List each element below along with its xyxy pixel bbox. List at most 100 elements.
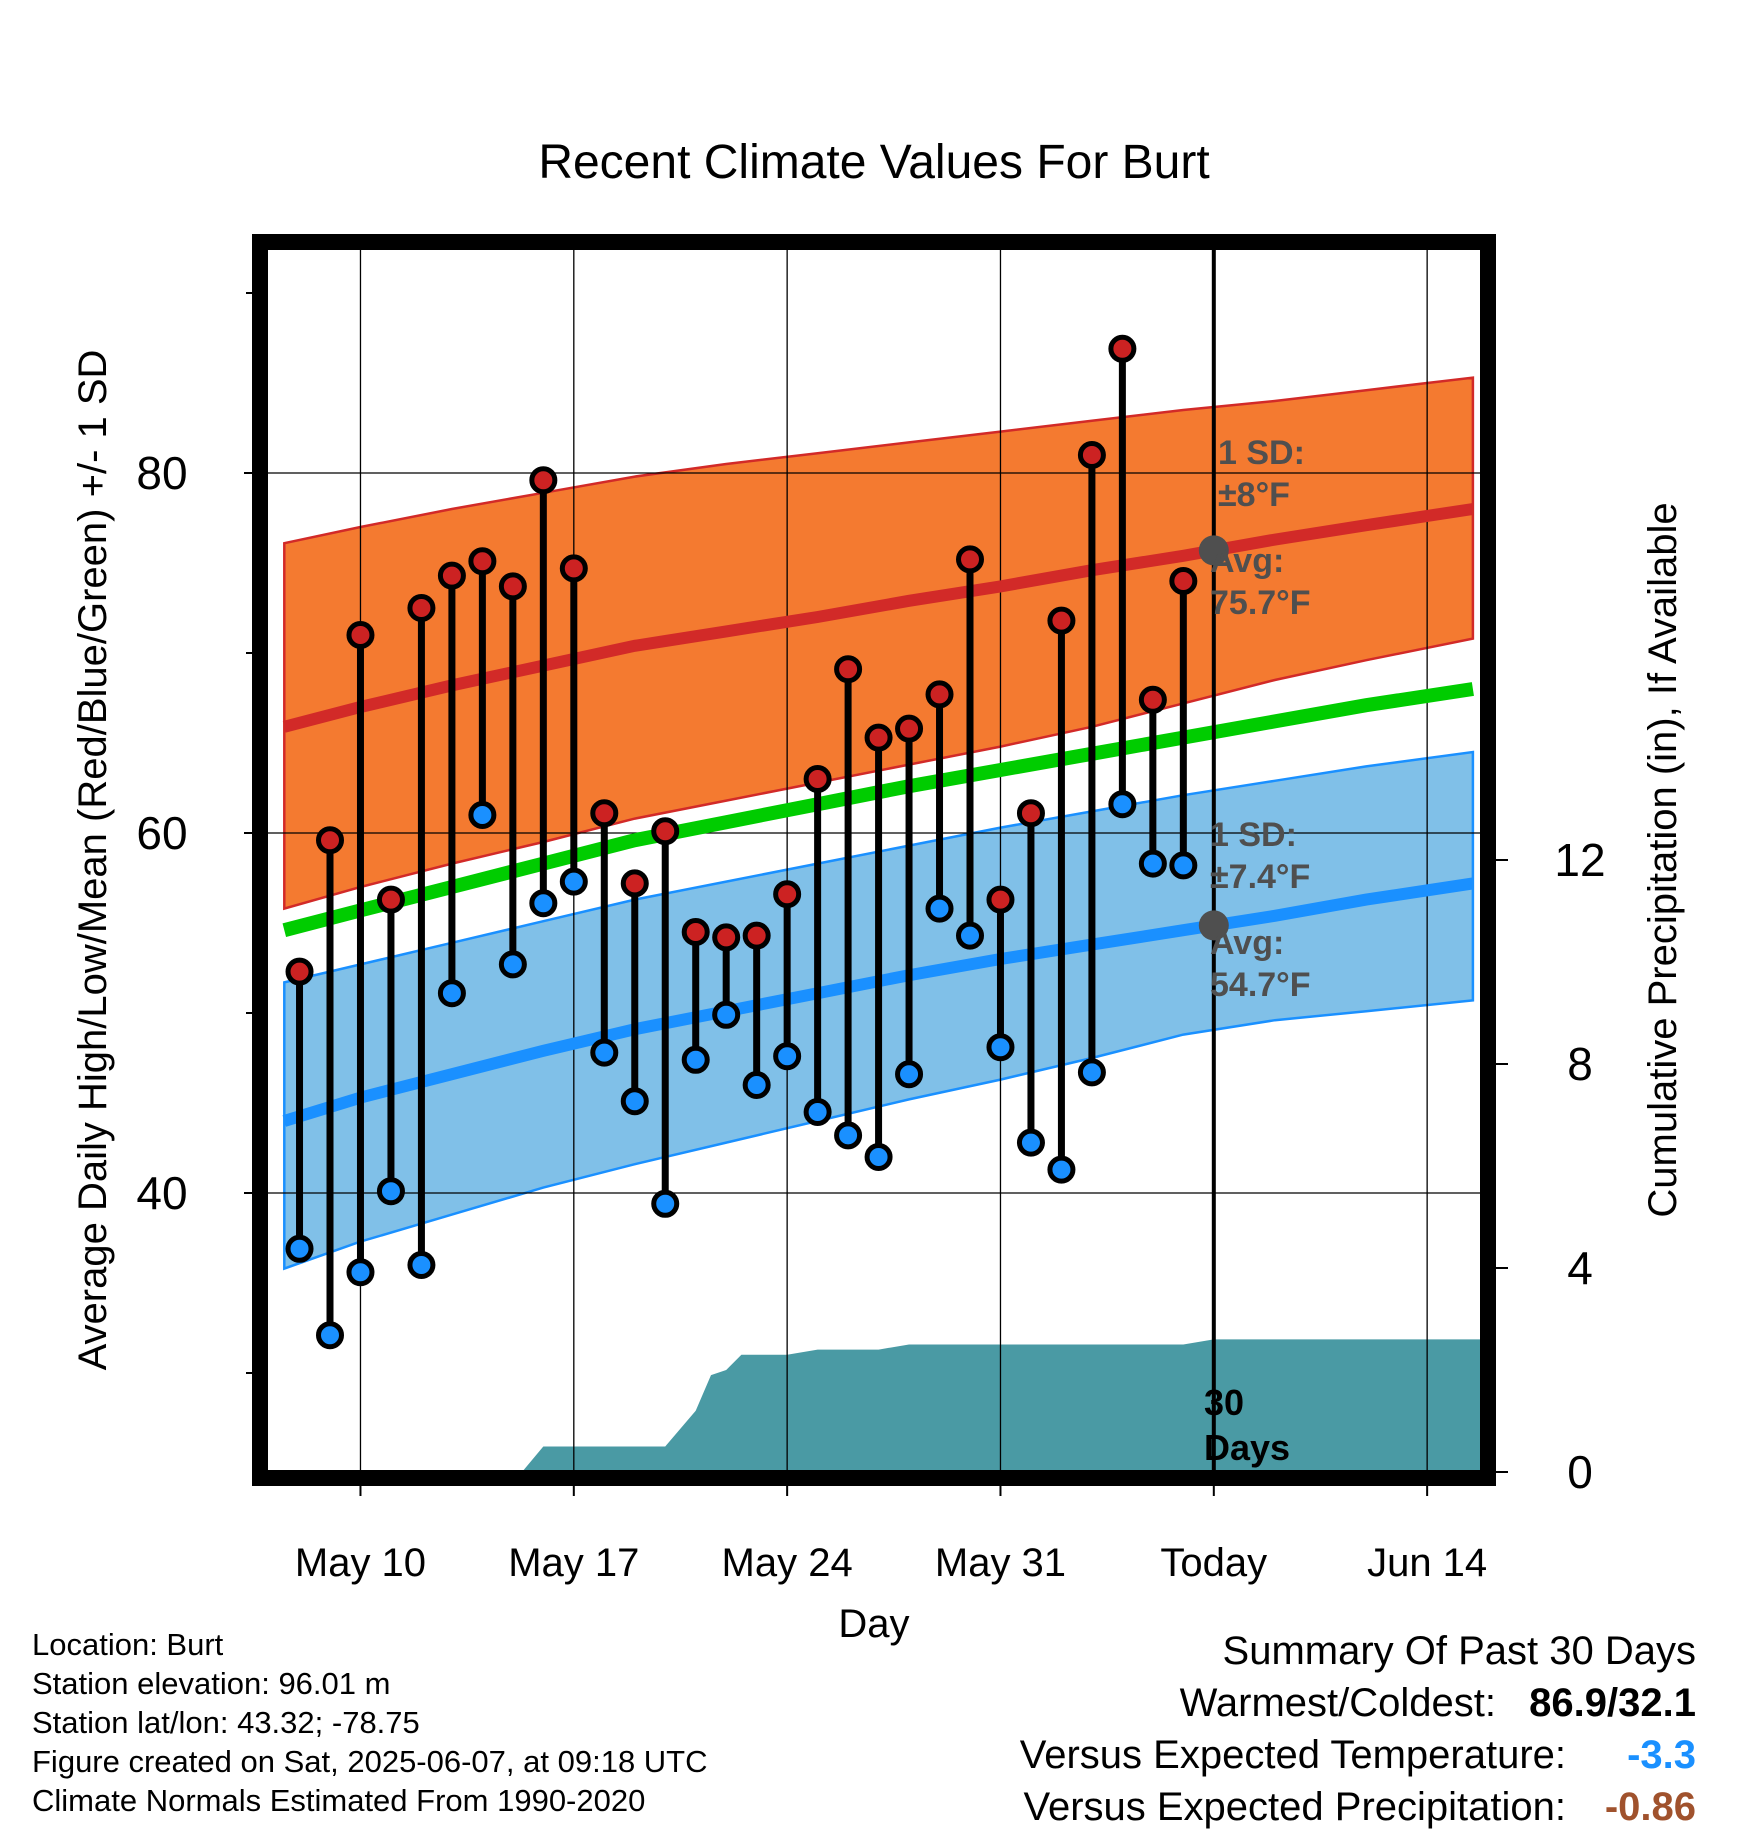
- daily-low-marker: [346, 1258, 375, 1287]
- daily-low-marker: [1047, 1155, 1076, 1184]
- high-sd-label: 1 SD:: [1218, 434, 1305, 472]
- daily-low-marker: [1138, 849, 1167, 878]
- daily-low-marker: [956, 921, 984, 950]
- daily-low-marker: [407, 1251, 436, 1279]
- temp-departure-value: -3.3: [1627, 1733, 1696, 1777]
- daily-high-marker: [803, 765, 832, 793]
- precip-departure-label: Versus Expected Precipitation:: [1023, 1785, 1566, 1829]
- daily-high-marker: [346, 621, 375, 649]
- daily-high-marker: [285, 957, 314, 986]
- summary-title: Summary Of Past 30 Days: [1222, 1629, 1696, 1673]
- temp-departure-label: Versus Expected Temperature:: [1019, 1733, 1566, 1777]
- daily-high-marker: [1047, 606, 1076, 635]
- y-tick-label: 40: [136, 1167, 187, 1219]
- daily-low-marker: [681, 1045, 710, 1074]
- daily-high-marker: [742, 921, 771, 950]
- daily-low-marker: [1016, 1128, 1045, 1157]
- daily-high-marker: [864, 723, 893, 752]
- daily-low-marker: [559, 867, 588, 896]
- daily-high-marker: [590, 799, 619, 828]
- daily-low-marker: [864, 1143, 893, 1171]
- y2-tick-label: 8: [1567, 1038, 1593, 1090]
- y-tick-label: 80: [136, 447, 187, 499]
- daily-high-marker: [712, 923, 741, 952]
- summary-panel: Summary Of Past 30 Days Warmest/Coldest:…: [1020, 1625, 1696, 1833]
- high-avg-value: 75.7°F: [1210, 584, 1311, 622]
- daily-high-marker: [620, 869, 649, 898]
- daily-low-marker: [712, 1000, 741, 1029]
- warmest-coldest-row: Warmest/Coldest: 86.9/32.1: [1020, 1677, 1696, 1729]
- daily-high-marker: [498, 572, 527, 601]
- daily-low-marker: [895, 1060, 924, 1089]
- daily-high-marker: [559, 554, 588, 583]
- y2-axis-label: Cumulative Precipitation (in), If Availa…: [1641, 502, 1685, 1217]
- normal-mean-line: [282, 682, 1474, 937]
- plot-area: 1 SD: ±8°F Avg: 75.7°F 1 SD: ±7.4°F Avg: 54.7°F…: [266, 248, 1482, 1472]
- daily-low-marker: [529, 889, 558, 918]
- daily-high-marker: [651, 817, 680, 846]
- precip-label-days: Days: [1204, 1427, 1290, 1468]
- y-axis-label: Average Daily High/Low/Mean (Red/Blue/Gr…: [71, 350, 115, 1371]
- daily-high-marker: [895, 714, 924, 743]
- temp-departure-row: Versus Expected Temperature: -3.3: [1020, 1729, 1696, 1781]
- precip-departure-row: Versus Expected Precipitation: -0.86: [1020, 1781, 1696, 1833]
- daily-high-marker: [986, 885, 1015, 914]
- daily-low-marker: [742, 1071, 771, 1099]
- x-tick-label: May 24: [722, 1541, 853, 1585]
- daily-high-marker: [681, 918, 710, 946]
- low-avg-value: 54.7°F: [1210, 966, 1311, 1004]
- daily-high-marker: [1108, 334, 1137, 363]
- x-tick-label: May 17: [508, 1541, 639, 1585]
- low-sd-value: ±7.4°F: [1210, 858, 1310, 896]
- y2-tick-label: 12: [1554, 834, 1605, 886]
- station-info: Location: Burt Station elevation: 96.01 …: [32, 1625, 708, 1820]
- latlon-text: Station lat/lon: 43.32; -78.75: [32, 1705, 420, 1740]
- low-sd-label: 1 SD:: [1210, 816, 1297, 854]
- daily-low-marker: [620, 1087, 649, 1116]
- daily-high-marker: [376, 885, 405, 914]
- high-sd-value: ±8°F: [1218, 476, 1290, 514]
- daily-low-marker: [834, 1121, 863, 1150]
- warmest-coldest-label: Warmest/Coldest:: [1179, 1681, 1496, 1725]
- created-text: Figure created on Sat, 2025-06-07, at 09…: [32, 1744, 708, 1779]
- daily-high-marker: [956, 545, 984, 574]
- x-tick-label: Jun 14: [1367, 1541, 1487, 1585]
- high-avg-label: Avg:: [1210, 542, 1284, 580]
- y-tick-label: 60: [136, 807, 187, 859]
- precipitation-area: [266, 1339, 1482, 1472]
- low-avg-label: Avg:: [1210, 924, 1284, 962]
- daily-high-marker: [1138, 685, 1167, 714]
- chart-title: Recent Climate Values For Burt: [538, 136, 1209, 189]
- daily-low-marker: [803, 1098, 832, 1126]
- y2-tick-label: 4: [1567, 1242, 1593, 1294]
- daily-low-marker: [651, 1189, 680, 1218]
- normal-low-line: [282, 877, 1474, 1127]
- daily-low-marker: [925, 894, 954, 923]
- daily-low-marker: [1108, 790, 1137, 819]
- daily-low-marker: [468, 801, 497, 829]
- warmest-coldest-value: 86.9/32.1: [1529, 1681, 1696, 1725]
- today-avg-low-marker: [1198, 910, 1229, 941]
- x-tick-label: May 10: [295, 1541, 426, 1585]
- daily-low-marker: [498, 950, 527, 979]
- daily-low-marker: [590, 1038, 619, 1067]
- daily-high-marker: [773, 880, 802, 909]
- daily-high-marker: [1016, 799, 1045, 828]
- precip-label-30: 30: [1204, 1382, 1244, 1423]
- location-text: Location: Burt: [32, 1627, 224, 1662]
- daily-low-marker: [437, 979, 466, 1008]
- normals-text: Climate Normals Estimated From 1990-2020: [32, 1783, 646, 1818]
- elevation-text: Station elevation: 96.01 m: [32, 1666, 391, 1701]
- daily-low-marker: [773, 1042, 802, 1071]
- daily-high-marker: [925, 680, 954, 709]
- x-tick-label: May 31: [935, 1541, 1066, 1585]
- daily-low-marker: [376, 1177, 405, 1206]
- daily-high-marker: [1169, 567, 1198, 595]
- daily-low-marker: [986, 1033, 1015, 1062]
- daily-high-marker: [834, 655, 863, 684]
- x-axis-label: Day: [838, 1602, 909, 1646]
- x-tick-label: Today: [1160, 1541, 1267, 1585]
- daily-high-marker: [437, 561, 466, 590]
- normal-high-line: [282, 503, 1474, 733]
